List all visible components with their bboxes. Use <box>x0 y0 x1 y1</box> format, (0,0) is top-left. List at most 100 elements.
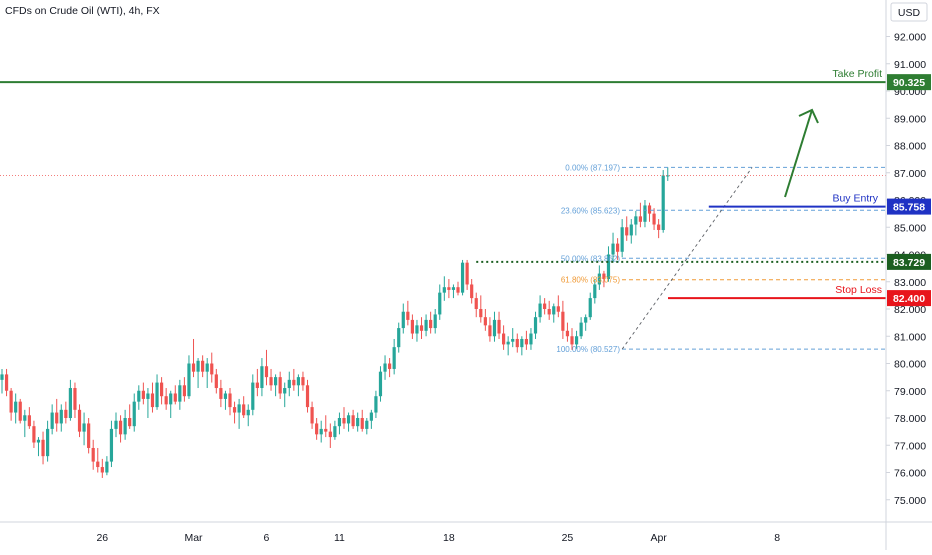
candle-body <box>324 428 328 432</box>
candle-body <box>73 388 77 410</box>
candles-group <box>0 167 670 478</box>
candle-body <box>274 377 278 386</box>
candle-body <box>46 428 50 457</box>
candle-body <box>182 385 186 397</box>
candle-body <box>588 298 592 318</box>
support-price-tag <box>887 253 931 270</box>
candle-body <box>4 374 9 391</box>
candle-body <box>483 317 487 326</box>
price-axis-tick-label: 75.000 <box>894 495 926 507</box>
take-profit-label: Take Profit <box>832 68 882 80</box>
candle-body <box>328 431 332 438</box>
price-axis-tick-label: 85.000 <box>894 222 926 234</box>
candle-body <box>173 393 177 402</box>
candle-body <box>388 363 392 369</box>
candle-body <box>346 415 351 424</box>
candle-body <box>520 338 524 348</box>
price-axis-tick-label: 80.000 <box>894 359 926 371</box>
candle-body <box>109 428 114 462</box>
candle-body <box>647 205 652 214</box>
candle-body <box>474 298 478 309</box>
candle-body <box>77 409 82 432</box>
candle-body <box>9 390 13 413</box>
candle-body <box>100 467 104 473</box>
take-profit-price-tag-text: 90.325 <box>893 77 925 89</box>
candle-body <box>14 401 18 413</box>
candle-body <box>269 377 273 386</box>
candle-body <box>616 243 620 252</box>
candle-body <box>506 341 510 345</box>
candle-body <box>406 311 410 320</box>
candle-body <box>205 363 209 372</box>
candle-body <box>191 363 196 372</box>
candle-body <box>310 407 314 424</box>
time-axis[interactable]: 26 Mar 6 11 18 25 Apr 8 <box>96 532 780 544</box>
candle-body <box>351 415 355 427</box>
stop-loss-price-tag <box>887 290 931 307</box>
candle-body <box>533 317 538 334</box>
candle-body <box>584 317 588 323</box>
candle-body <box>319 428 323 435</box>
time-axis-tick-label: Mar <box>184 532 203 544</box>
candle-body <box>356 418 360 427</box>
candle-body <box>260 366 264 389</box>
candle-body <box>41 439 45 457</box>
candle-body <box>488 325 492 337</box>
candle-body <box>460 262 465 293</box>
time-axis-tick-label: 11 <box>334 532 345 544</box>
price-axis-tick-label: 78.000 <box>894 413 926 425</box>
price-axis-tick-label: 91.000 <box>894 59 926 71</box>
time-axis-tick-label: 25 <box>562 532 574 544</box>
candle-body <box>365 420 369 429</box>
candle-body <box>378 371 383 397</box>
candle-body <box>392 347 396 369</box>
candle-body <box>287 379 291 389</box>
candle-body <box>602 273 606 280</box>
candle-body <box>470 284 474 299</box>
candle-body <box>666 175 670 177</box>
candle-body <box>105 461 109 473</box>
candle-body <box>246 409 250 416</box>
candle-body <box>502 333 506 345</box>
candle-body <box>64 409 68 418</box>
currency-button[interactable] <box>890 2 928 22</box>
chart-title: CFDs on Crude Oil (WTI), 4h, FX <box>5 5 160 17</box>
candle-body <box>178 385 182 402</box>
candle-body <box>55 412 59 424</box>
currency-label: USD <box>898 7 921 19</box>
buy-entry-label: Buy Entry <box>832 193 878 205</box>
candle-body <box>223 393 228 399</box>
candle-body <box>383 363 387 372</box>
price-axis-tick-label: 87.000 <box>894 168 926 180</box>
time-axis-tick-label: 18 <box>443 532 455 544</box>
price-axis-tick-label: 82.000 <box>894 304 926 316</box>
candle-body <box>479 309 483 318</box>
candle-body <box>597 273 601 285</box>
candle-body <box>87 423 91 448</box>
candle-body <box>296 377 300 386</box>
candle-body <box>543 303 547 309</box>
candle-body <box>611 243 615 255</box>
candle-body <box>561 311 565 331</box>
candle-body <box>150 393 155 408</box>
candle-body <box>146 393 150 399</box>
fib-level-label: 50.00% (83.862) <box>561 254 620 263</box>
candle-body <box>652 213 656 225</box>
candle-body <box>251 382 255 410</box>
candle-body <box>629 224 633 236</box>
candle-body <box>160 382 164 397</box>
candle-body <box>643 205 647 222</box>
candle-body <box>442 287 446 293</box>
candle-body <box>492 319 497 337</box>
candle-body <box>401 311 405 329</box>
stop-loss-price-tag-text: 82.400 <box>893 293 925 305</box>
candle-body <box>497 319 501 334</box>
candle-body <box>565 330 570 337</box>
candle-body <box>128 418 132 427</box>
candle-body <box>638 216 642 222</box>
candle-body <box>410 319 414 334</box>
candle-body <box>397 328 401 348</box>
drawings-group <box>784 108 819 198</box>
candle-body <box>118 420 123 435</box>
